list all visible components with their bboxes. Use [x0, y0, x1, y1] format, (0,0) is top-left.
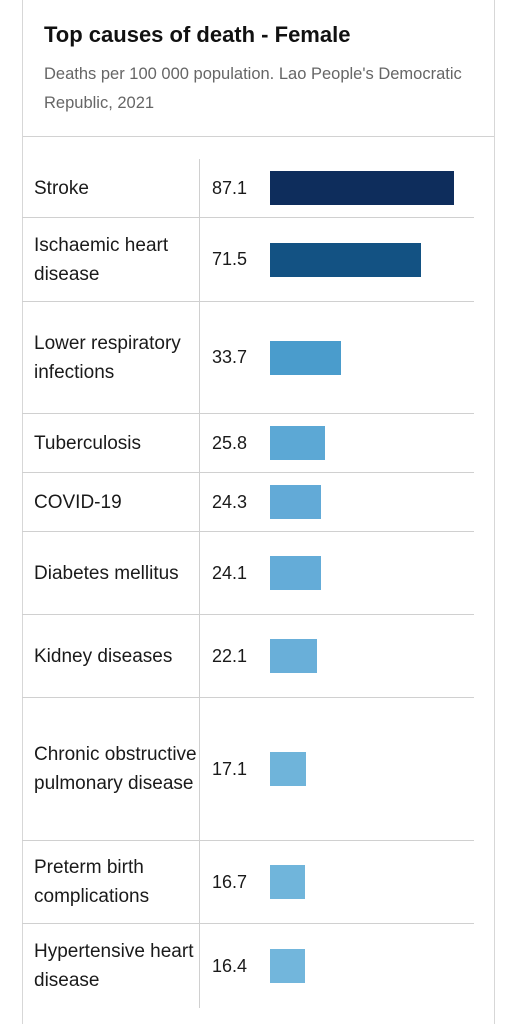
bar	[270, 556, 321, 590]
table-row: Ischaemic heart disease 71.5	[22, 218, 474, 302]
cause-label: Chronic obstructive pulmonary disease	[34, 744, 197, 794]
table-row: Stroke 87.1	[22, 159, 474, 218]
bar	[270, 426, 325, 460]
bar	[270, 865, 305, 899]
value-label: 87.1	[212, 177, 248, 198]
value-label: 33.7	[212, 347, 248, 367]
cause-label: Stroke	[34, 177, 89, 199]
chart-title: Top causes of death - Female	[44, 22, 351, 47]
chart-card: Top causes of death - Female Deaths per …	[22, 0, 495, 1024]
value-label: 24.3	[212, 491, 248, 512]
bar	[270, 485, 321, 519]
cause-label: Tuberculosis	[34, 432, 142, 454]
table-row: Hypertensive heart disease 16.4	[22, 924, 474, 1008]
value-label: 17.1	[212, 758, 248, 779]
table-row: Diabetes mellitus 24.1	[22, 532, 474, 615]
column-divider	[199, 159, 200, 1008]
value-label: 16.4	[212, 955, 248, 976]
cause-label: Kidney diseases	[34, 645, 173, 667]
bar	[270, 340, 341, 375]
bar	[270, 242, 421, 277]
bar	[270, 752, 306, 786]
cause-label: Preterm birth complications	[34, 857, 150, 907]
cause-label: Diabetes mellitus	[34, 562, 179, 584]
bar	[270, 171, 454, 205]
table-row: Tuberculosis 25.8	[22, 414, 474, 473]
value-label: 71.5	[212, 249, 248, 269]
chart-header: Top causes of death - Female Deaths per …	[23, 0, 494, 137]
table-row: Lower respiratory infections 33.7	[22, 302, 474, 414]
table-row: Kidney diseases 22.1	[22, 615, 474, 698]
chart-subtitle: Deaths per 100 000 population. Lao Peopl…	[44, 65, 462, 112]
table-row: COVID-19 24.3	[22, 473, 474, 532]
cause-label: Ischaemic heart disease	[34, 234, 169, 285]
cause-label: Lower respiratory infections	[34, 332, 181, 383]
causes-table: Stroke 87.1 Ischaemic heart disease 71.5 Low…	[22, 159, 474, 1008]
cause-label: COVID-19	[34, 491, 122, 513]
bar	[270, 639, 317, 673]
cause-label: Hypertensive heart disease	[34, 941, 194, 991]
value-label: 25.8	[212, 432, 248, 453]
bar	[270, 949, 305, 983]
value-label: 16.7	[212, 871, 248, 892]
table-row: Chronic obstructive pulmonary disease 17.…	[22, 698, 474, 841]
table-row: Preterm birth complications 16.7	[22, 841, 474, 924]
value-label: 24.1	[212, 562, 248, 583]
value-label: 22.1	[212, 645, 248, 666]
